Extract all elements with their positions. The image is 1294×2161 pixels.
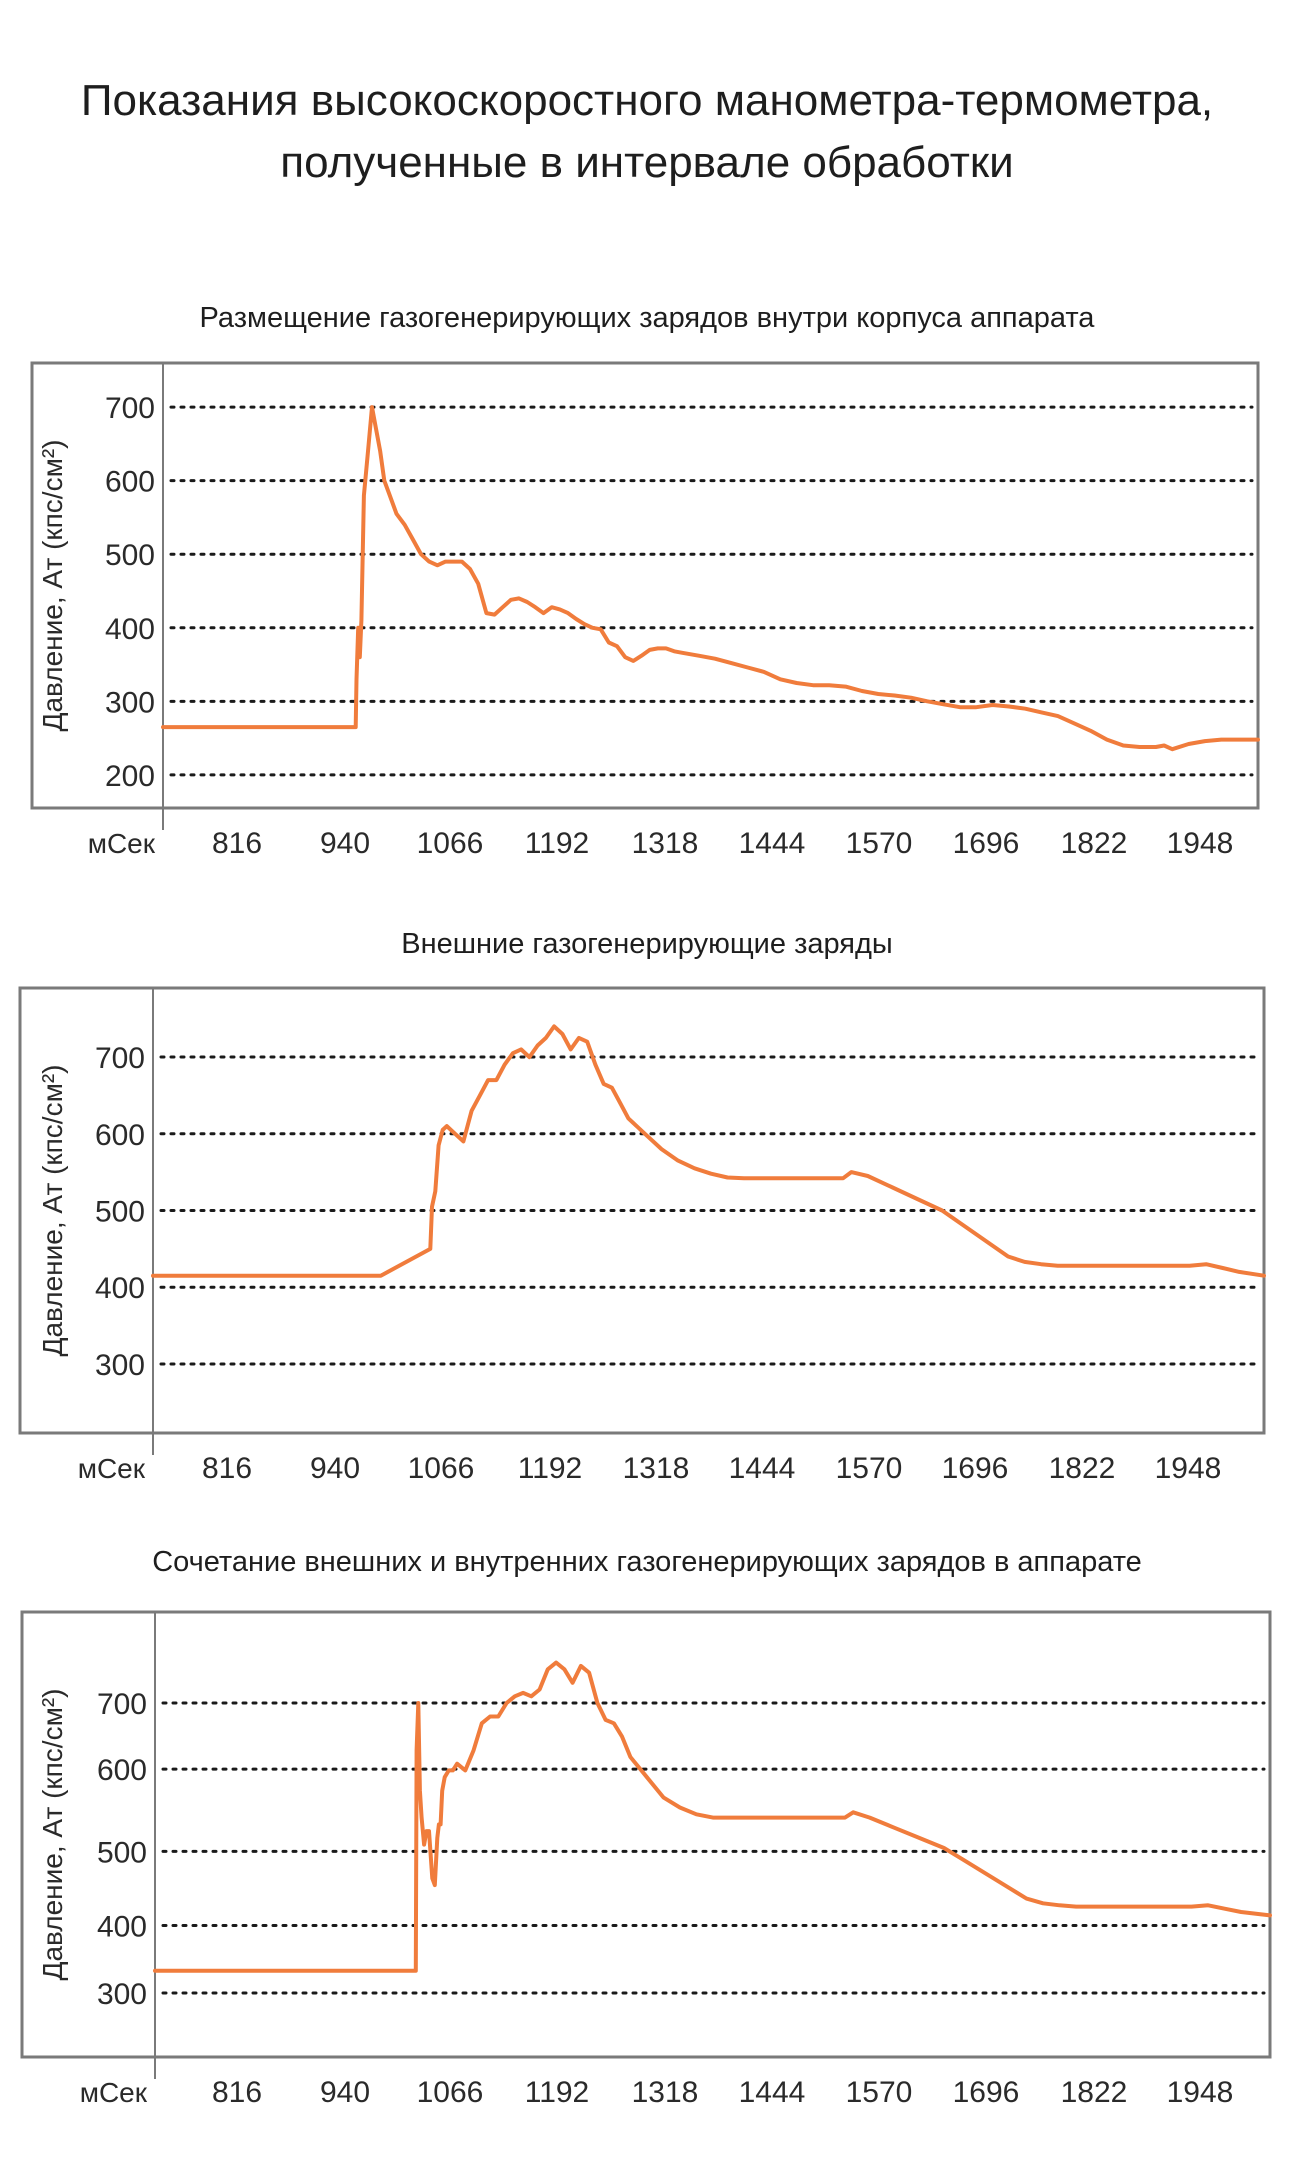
y-tick-label: 600 bbox=[95, 1119, 145, 1152]
x-tick-label: 1822 bbox=[1061, 2076, 1128, 2109]
x-tick-label: 940 bbox=[310, 1452, 360, 1485]
x-tick-label: 1696 bbox=[953, 827, 1020, 860]
pressure-series-line bbox=[161, 405, 1260, 752]
x-unit-label: мСек bbox=[78, 1453, 146, 1484]
y-tick-label: 400 bbox=[95, 1272, 145, 1305]
y-tick-label: 600 bbox=[97, 1754, 147, 1787]
y-tick-label: 600 bbox=[105, 466, 155, 499]
x-tick-label: 1696 bbox=[953, 2076, 1020, 2109]
x-tick-label: 1570 bbox=[836, 1452, 903, 1485]
y-tick-label: 300 bbox=[95, 1349, 145, 1382]
x-tick-label: 816 bbox=[212, 2076, 262, 2109]
x-tick-label: 1948 bbox=[1155, 1452, 1222, 1485]
plot-frame bbox=[18, 986, 1266, 1435]
x-tick-label: 1318 bbox=[632, 827, 699, 860]
x-tick-label: 1318 bbox=[623, 1452, 690, 1485]
y-tick-label: 500 bbox=[95, 1196, 145, 1229]
y-axis-label: Давление, Ат (кпс/см²) bbox=[37, 440, 68, 732]
x-tick-label: 1066 bbox=[417, 827, 484, 860]
y-tick-label: 700 bbox=[105, 392, 155, 425]
x-unit-label: мСек bbox=[88, 828, 156, 859]
pressure-series-line bbox=[153, 1660, 1272, 1973]
x-tick-label: 1192 bbox=[525, 2076, 590, 2109]
x-tick-label: 1822 bbox=[1049, 1452, 1116, 1485]
y-axis-label: Давление, Ат (кпс/см²) bbox=[37, 1689, 68, 1981]
y-tick-label: 500 bbox=[105, 539, 155, 572]
x-tick-label: 1192 bbox=[518, 1452, 583, 1485]
y-tick-label: 500 bbox=[97, 1836, 147, 1869]
y-tick-label: 300 bbox=[105, 686, 155, 719]
x-tick-label: 1822 bbox=[1061, 827, 1128, 860]
x-tick-label: 1066 bbox=[408, 1452, 475, 1485]
x-tick-label: 1192 bbox=[525, 827, 590, 860]
x-tick-label: 1570 bbox=[846, 827, 913, 860]
x-tick-label: 1948 bbox=[1167, 827, 1234, 860]
plot-frame bbox=[20, 1610, 1272, 2059]
x-tick-label: 816 bbox=[212, 827, 262, 860]
y-axis-label: Давление, Ат (кпс/см²) bbox=[37, 1065, 68, 1357]
x-tick-label: 940 bbox=[320, 827, 370, 860]
x-tick-label: 940 bbox=[320, 2076, 370, 2109]
x-tick-label: 1696 bbox=[942, 1452, 1009, 1485]
chart-2-title: Внешние газогенерирующие заряды bbox=[401, 928, 893, 960]
plot-frame bbox=[30, 361, 1260, 810]
x-tick-label: 1444 bbox=[739, 2076, 806, 2109]
x-tick-label: 1066 bbox=[417, 2076, 484, 2109]
x-tick-label: 816 bbox=[202, 1452, 252, 1485]
x-unit-label: мСек bbox=[80, 2077, 148, 2108]
x-tick-label: 1318 bbox=[632, 2076, 699, 2109]
x-tick-label: 1444 bbox=[729, 1452, 796, 1485]
y-tick-label: 700 bbox=[97, 1688, 147, 1721]
y-tick-label: 700 bbox=[95, 1042, 145, 1075]
x-tick-label: 1444 bbox=[739, 827, 806, 860]
chart-1-title: Размещение газогенерирующих зарядов внут… bbox=[199, 302, 1095, 334]
x-tick-label: 1570 bbox=[846, 2076, 913, 2109]
y-tick-label: 200 bbox=[105, 760, 155, 793]
y-tick-label: 400 bbox=[97, 1911, 147, 1944]
y-tick-label: 400 bbox=[105, 613, 155, 646]
page-title-line-1: Показания высокоскоростного манометра-те… bbox=[80, 76, 1214, 125]
y-tick-label: 300 bbox=[97, 1978, 147, 2011]
page-title: Показания высокоскоростного манометра-те… bbox=[0, 70, 1294, 194]
chart-3-title: Сочетание внешних и внутренних газогенер… bbox=[152, 1546, 1142, 1578]
x-tick-label: 1948 bbox=[1167, 2076, 1234, 2109]
pressure-series-line bbox=[151, 1024, 1266, 1278]
page-title-line-2: полученные в интервале обработки bbox=[280, 138, 1014, 187]
